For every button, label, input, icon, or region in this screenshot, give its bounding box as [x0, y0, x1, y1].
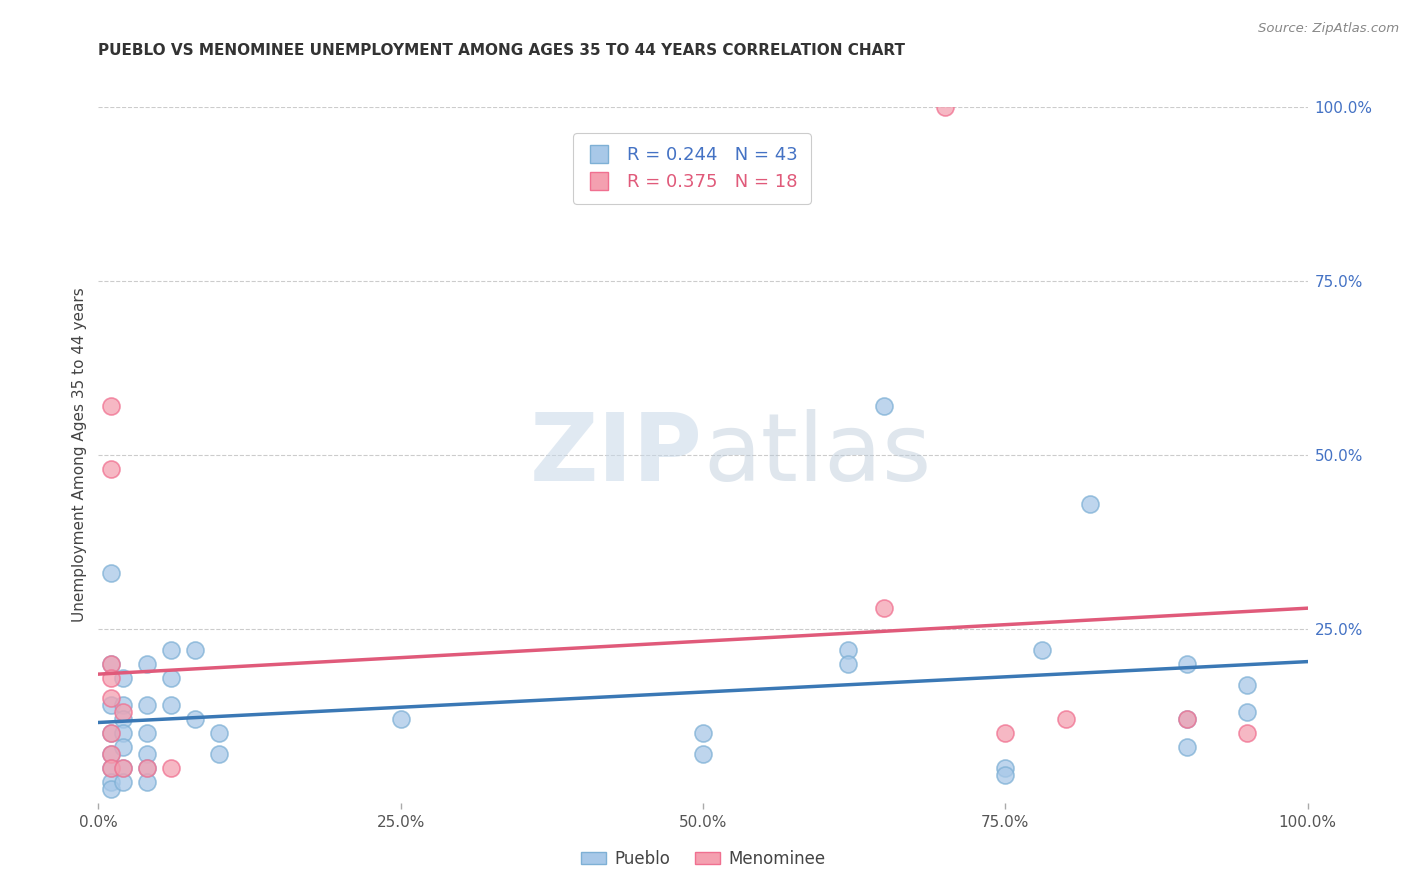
Point: [692, 747, 714, 761]
Text: atlas: atlas: [703, 409, 931, 501]
Point: [1175, 712, 1198, 726]
Point: [1236, 677, 1258, 691]
Point: [160, 642, 183, 657]
Point: [100, 566, 122, 581]
Point: [837, 657, 859, 671]
Point: [184, 642, 207, 657]
Point: [135, 761, 157, 775]
Point: [100, 775, 122, 789]
Point: [873, 601, 896, 615]
Legend: Pueblo, Menominee: Pueblo, Menominee: [574, 843, 832, 874]
Point: [111, 775, 134, 789]
Point: [111, 726, 134, 740]
Point: [100, 726, 122, 740]
Point: [692, 726, 714, 740]
Point: [100, 462, 122, 476]
Point: [135, 657, 157, 671]
Point: [1175, 712, 1198, 726]
Point: [1078, 497, 1101, 511]
Point: [111, 761, 134, 775]
Point: [111, 712, 134, 726]
Point: [208, 726, 231, 740]
Point: [934, 100, 956, 114]
Point: [389, 712, 412, 726]
Point: [1175, 740, 1198, 755]
Point: [994, 761, 1017, 775]
Point: [994, 768, 1017, 782]
Point: [135, 747, 157, 761]
Point: [1031, 642, 1053, 657]
Point: [135, 775, 157, 789]
Point: [1236, 706, 1258, 720]
Point: [135, 698, 157, 713]
Text: ZIP: ZIP: [530, 409, 703, 501]
Point: [994, 726, 1017, 740]
Point: [100, 747, 122, 761]
Point: [100, 747, 122, 761]
Point: [111, 706, 134, 720]
Point: [160, 761, 183, 775]
Text: Source: ZipAtlas.com: Source: ZipAtlas.com: [1258, 22, 1399, 36]
Text: PUEBLO VS MENOMINEE UNEMPLOYMENT AMONG AGES 35 TO 44 YEARS CORRELATION CHART: PUEBLO VS MENOMINEE UNEMPLOYMENT AMONG A…: [98, 43, 905, 58]
Point: [1236, 726, 1258, 740]
Point: [100, 691, 122, 706]
Point: [100, 781, 122, 796]
Point: [1054, 712, 1077, 726]
Point: [100, 761, 122, 775]
Point: [100, 657, 122, 671]
Y-axis label: Unemployment Among Ages 35 to 44 years: Unemployment Among Ages 35 to 44 years: [72, 287, 87, 623]
Point: [135, 761, 157, 775]
Point: [100, 698, 122, 713]
Point: [184, 712, 207, 726]
Point: [208, 747, 231, 761]
Point: [135, 726, 157, 740]
Point: [837, 642, 859, 657]
Point: [111, 698, 134, 713]
Point: [111, 671, 134, 685]
Point: [111, 761, 134, 775]
Point: [100, 671, 122, 685]
Point: [873, 399, 896, 413]
Point: [1175, 657, 1198, 671]
Point: [160, 671, 183, 685]
Point: [100, 399, 122, 413]
Point: [160, 698, 183, 713]
Point: [100, 726, 122, 740]
Point: [100, 657, 122, 671]
Point: [111, 740, 134, 755]
Point: [100, 761, 122, 775]
